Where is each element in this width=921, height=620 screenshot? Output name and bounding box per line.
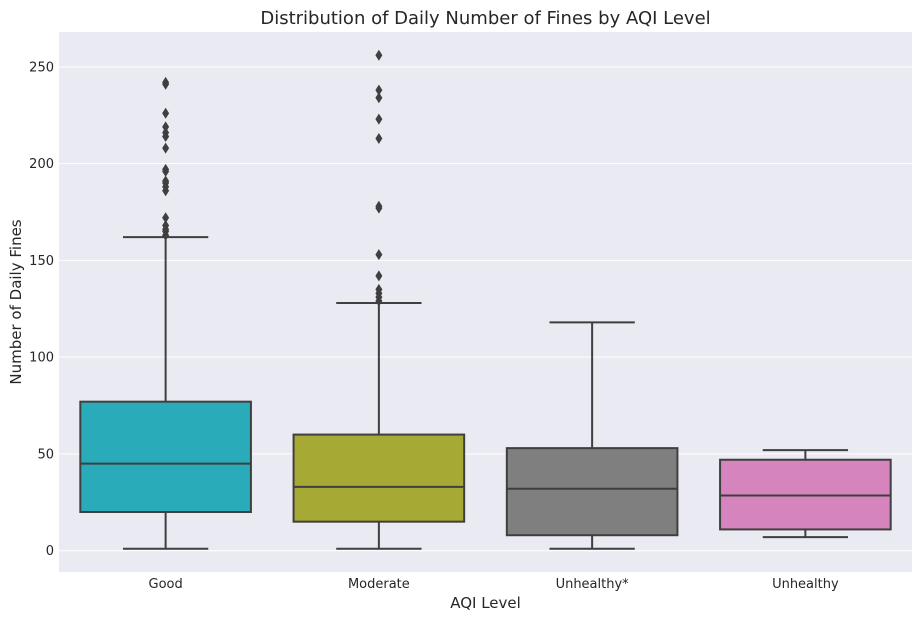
y-tick-label: 0 [46, 544, 54, 559]
outlier-point [375, 249, 383, 261]
y-tick-label: 100 [29, 351, 54, 366]
x-tick-label: Good [149, 577, 183, 592]
box-group [505, 321, 679, 550]
x-tick-label: Unhealthy* [556, 577, 630, 592]
boxes-layer [79, 49, 892, 550]
outlier-point [375, 283, 383, 295]
y-tick-label: 250 [29, 60, 54, 75]
y-tick-label: 50 [37, 447, 54, 462]
outlier-point [162, 212, 170, 224]
outlier-point [375, 113, 383, 125]
outlier-point [375, 270, 383, 282]
box-group [292, 49, 466, 550]
x-tick-label: Moderate [348, 577, 410, 592]
outlier-point [375, 200, 383, 212]
x-axis-label: AQI Level [450, 594, 521, 612]
outlier-point [162, 220, 170, 232]
y-tick-label: 150 [29, 254, 54, 269]
outlier-point [375, 132, 383, 144]
outlier-point [162, 127, 170, 139]
box-group [79, 76, 252, 550]
x-tick-labels: Good Moderate Unhealthy* Unhealthy [149, 577, 839, 592]
box-iqr [292, 433, 466, 523]
chart-title: Distribution of Daily Number of Fines by… [260, 8, 710, 29]
outlier-point [162, 121, 170, 133]
y-tick-labels: 0 50 100 150 200 250 [29, 60, 54, 559]
outlier-point [162, 142, 170, 154]
outlier-point [375, 49, 383, 61]
box-group [719, 449, 892, 539]
outlier-point [162, 76, 170, 88]
outlier-point [375, 92, 383, 104]
box-iqr [505, 447, 679, 537]
outlier-point [162, 175, 170, 187]
x-tick-label: Unhealthy [772, 577, 839, 592]
box-iqr [79, 400, 252, 514]
outlier-point [375, 84, 383, 96]
outlier-point [162, 163, 170, 175]
y-axis-label: Number of Daily Fines [7, 219, 25, 384]
y-tick-label: 200 [29, 157, 54, 172]
outlier-point [162, 107, 170, 119]
